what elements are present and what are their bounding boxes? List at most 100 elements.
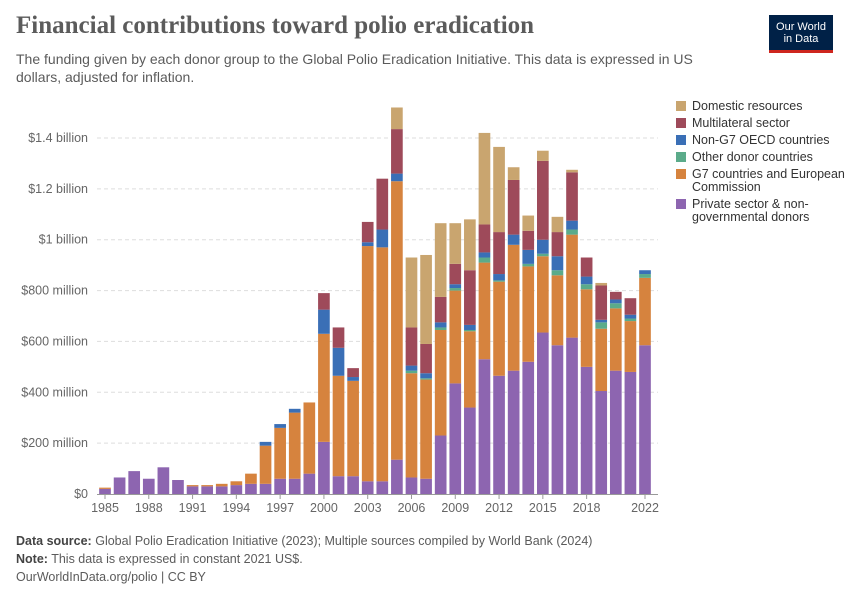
bar-segment [478, 257, 491, 263]
bars [99, 107, 651, 494]
bar-segment [449, 383, 462, 494]
bar-segment [288, 478, 301, 494]
owid-logo[interactable]: Our World in Data [769, 15, 833, 53]
bar-segment [639, 274, 651, 278]
bar-segment [537, 239, 549, 254]
bar-segment [537, 150, 549, 161]
legend-swatch [676, 101, 686, 111]
bar-segment [420, 379, 432, 479]
bar-segment [493, 280, 505, 282]
bar-segment [303, 402, 316, 474]
bar-segment [303, 473, 316, 494]
legend-swatch [676, 152, 686, 162]
bar-segment [288, 412, 301, 479]
bar-segment [566, 234, 578, 338]
bar-segment [566, 229, 578, 235]
bar-segment [376, 178, 389, 230]
bar-segment [493, 274, 505, 281]
bar-segment [332, 327, 345, 348]
legend: Domestic resources Multilateral sector Non… [676, 100, 846, 228]
legend-item[interactable]: G7 countries and European Commission [676, 168, 846, 194]
bar-segment [493, 146, 505, 233]
note-label: Note: [16, 552, 48, 566]
legend-label: G7 countries and European Commission [692, 167, 845, 194]
logo-line-2: in Data [783, 33, 819, 45]
bar-segment [391, 173, 403, 182]
legend-item[interactable]: Other donor countries [676, 151, 846, 164]
bar-segment [522, 249, 535, 264]
bar-segment [420, 478, 432, 494]
legend-label: Private sector & non-governmental donors [692, 197, 810, 224]
legend-swatch [676, 169, 686, 179]
bar-segment [464, 331, 476, 408]
legend-item[interactable]: Private sector & non-governmental donors [676, 198, 846, 224]
bar-segment [639, 277, 651, 346]
bar-segment [580, 276, 593, 285]
bar-segment [347, 380, 359, 477]
x-tick-label: 2018 [573, 501, 601, 515]
bar-segment [215, 483, 228, 487]
bar-segment [522, 230, 535, 250]
bar-segment [113, 477, 126, 494]
bar-segment [624, 371, 637, 494]
bar-segment [201, 486, 213, 494]
legend-label: Non-G7 OECD countries [692, 133, 830, 147]
chart-title: Financial contributions toward polio era… [16, 12, 535, 39]
bar-segment [434, 435, 447, 494]
bar-segment [245, 483, 257, 494]
bar-segment [405, 477, 418, 494]
logo-line-1: Our World [776, 21, 826, 33]
bar-segment [609, 308, 622, 371]
y-tick-label: $600 million [21, 334, 88, 348]
bar-segment [580, 284, 593, 290]
bar-segment [318, 333, 330, 442]
legend-item[interactable]: Non-G7 OECD countries [676, 134, 846, 147]
bar-segment [376, 229, 389, 248]
bar-segment [332, 476, 345, 494]
bar-segment [259, 445, 272, 484]
legend-item[interactable]: Multilateral sector [676, 117, 846, 130]
bar-segment [376, 481, 389, 494]
bar-segment [507, 167, 520, 180]
bar-segment [347, 476, 359, 494]
bar-segment [405, 365, 418, 371]
bar-segment [624, 321, 637, 372]
legend-item[interactable]: Domestic resources [676, 100, 846, 113]
bar-segment [537, 332, 549, 494]
bar-segment [551, 345, 564, 494]
bar-segment [624, 314, 637, 319]
bar-segment [464, 219, 476, 271]
bar-segment [434, 329, 447, 436]
x-tick-label: 1988 [135, 501, 163, 515]
y-tick-label: $1.4 billion [28, 131, 88, 145]
bar-segment [245, 473, 257, 484]
bar-segment [609, 370, 622, 494]
bar-segment [580, 257, 593, 277]
bar-segment [566, 337, 578, 494]
bar-segment [449, 290, 462, 384]
bar-segment [449, 223, 462, 264]
bar-segment [274, 427, 286, 479]
footer: Data source: Global Polio Eradication In… [16, 532, 592, 586]
bar-segment [405, 373, 418, 478]
bar-segment [391, 107, 403, 130]
bar-segment [537, 160, 549, 240]
bar-segment [186, 485, 199, 487]
bar-segment [361, 481, 374, 494]
bar-segment [493, 375, 505, 494]
x-tick-label: 1985 [91, 501, 119, 515]
bar-segment [522, 215, 535, 231]
bar-segment [624, 318, 637, 322]
bar-segment [580, 289, 593, 367]
bar-segment [142, 478, 155, 494]
source-url[interactable]: OurWorldInData.org/polio | CC BY [16, 570, 206, 584]
bar-segment [405, 327, 418, 366]
bar-segment [566, 172, 578, 221]
source-line: Data source: Global Polio Eradication In… [16, 532, 592, 550]
bar-segment [595, 322, 608, 329]
bar-segment [493, 281, 505, 376]
bar-segment [288, 408, 301, 413]
bar-segment [391, 129, 403, 174]
legend-swatch [676, 135, 686, 145]
